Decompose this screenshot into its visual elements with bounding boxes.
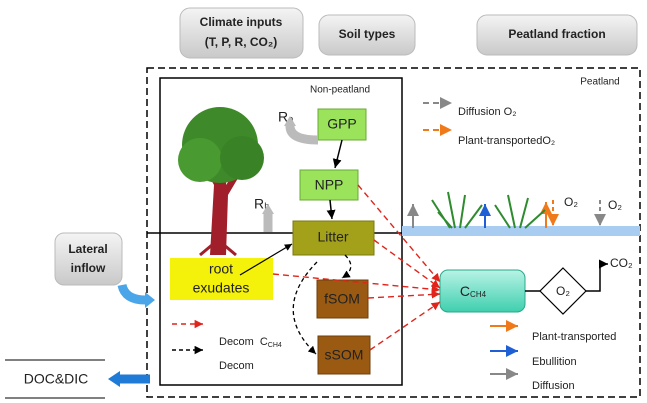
legend-label: Decom	[219, 360, 254, 372]
climate-title: Climate inputs	[200, 15, 283, 29]
climate-box	[179, 7, 304, 59]
tree	[178, 107, 264, 257]
gpp-box	[317, 108, 367, 141]
root-exudates: root	[209, 261, 233, 277]
legend-label: Diffusion	[532, 380, 575, 392]
peatland-box	[476, 14, 638, 56]
lateral-inflow: Lateral	[68, 242, 107, 256]
fsom-box	[316, 279, 369, 319]
o2-diamond	[539, 267, 587, 315]
fsom: fSOM	[324, 291, 360, 307]
water	[402, 226, 640, 236]
npp: NPP	[315, 177, 344, 193]
lateral-box	[54, 232, 123, 286]
gpp: GPP	[327, 116, 357, 132]
legend-label: Diffusion O₂	[458, 106, 516, 118]
litter-box	[292, 220, 375, 256]
root-exudates: exudates	[193, 280, 250, 296]
plant-o2: O₂	[608, 198, 622, 212]
region-label: Peatland	[580, 77, 619, 88]
legend-label: Plant-transported	[532, 331, 616, 343]
litter: Litter	[317, 229, 348, 245]
ssom-box	[317, 335, 371, 375]
co2: CO₂	[610, 256, 633, 270]
peatland-fraction: Peatland fraction	[508, 27, 605, 41]
climate-vars: (T, P, R, CO₂)	[205, 35, 277, 49]
legend-label: Ebullition	[532, 356, 577, 368]
ssom: sSOM	[325, 347, 364, 363]
output: DOC&DIC	[24, 371, 89, 387]
lateral-inflow: inflow	[71, 261, 106, 275]
soil-box	[318, 14, 416, 56]
region-label: Non-peatland	[310, 85, 370, 96]
npp-box	[299, 169, 359, 201]
plant-o2: O₂	[564, 195, 578, 209]
plants	[431, 191, 546, 229]
flows	[108, 116, 608, 387]
legend-label: Plant-transportedO₂	[458, 135, 555, 147]
soil-types: Soil types	[339, 27, 396, 41]
legend-label: Decom CCH4	[219, 336, 282, 349]
o2: O₂	[556, 284, 570, 298]
ch4: CCH4	[460, 283, 487, 299]
